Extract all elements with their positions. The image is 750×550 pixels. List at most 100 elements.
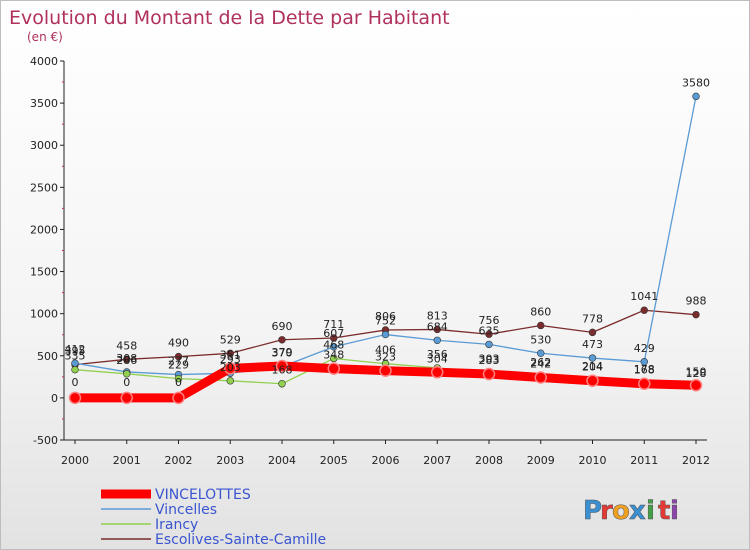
data-label: 335 <box>65 350 86 363</box>
data-point <box>482 367 496 381</box>
data-point <box>330 343 338 351</box>
data-label: 168 <box>634 364 655 377</box>
data-point <box>174 374 183 383</box>
data-label: 277 <box>168 355 189 368</box>
chart-title: Evolution du Montant de la Dette par Hab… <box>9 7 450 29</box>
data-label: 690 <box>272 320 293 333</box>
data-point <box>226 377 234 385</box>
data-label: 778 <box>582 312 603 325</box>
data-label: 356 <box>427 348 448 361</box>
axes: -500050010001500200025003000350040002000… <box>30 55 710 467</box>
x-tick-label: 2001 <box>113 454 141 467</box>
legend-label: Irancy <box>155 517 198 533</box>
x-tick-label: 2000 <box>61 454 89 467</box>
data-point <box>278 336 286 344</box>
legend-label: Vincelles <box>155 502 217 518</box>
data-label: 304 <box>427 352 448 365</box>
data-label: 323 <box>375 351 396 364</box>
data-point <box>689 379 703 392</box>
data-label: 406 <box>375 344 396 357</box>
data-label: 752 <box>375 315 396 328</box>
data-label: 1041 <box>630 290 658 303</box>
y-tick-label: 3500 <box>30 97 58 110</box>
data-point <box>433 336 441 344</box>
data-label: 351 <box>220 348 241 361</box>
data-label: 0 <box>175 376 182 389</box>
data-point <box>68 391 82 405</box>
legend: VINCELOTTESVincellesIrancyEscolives-Sain… <box>101 487 326 548</box>
data-label: 370 <box>272 347 293 360</box>
data-label: 529 <box>220 333 241 346</box>
data-label: 711 <box>323 318 344 331</box>
data-label: 684 <box>427 320 448 333</box>
proxiti-logo: Pr o x i t i <box>583 496 679 527</box>
x-tick-label: 2008 <box>475 454 503 467</box>
data-label: 286 <box>116 354 137 367</box>
x-tick-label: 2002 <box>165 454 193 467</box>
data-label: 283 <box>479 354 500 367</box>
data-label: 806 <box>375 310 396 323</box>
data-label: 308 <box>116 352 137 365</box>
series-vincelles <box>71 92 700 379</box>
logo-letter: t <box>658 496 670 526</box>
data-label: 473 <box>582 338 603 351</box>
y-tick-label: 2500 <box>30 181 58 194</box>
y-tick-label: -500 <box>33 434 58 447</box>
data-point <box>123 355 131 364</box>
legend-item: Vincelles <box>101 502 217 518</box>
legend-label: VINCELOTTES <box>155 487 251 503</box>
data-label: 530 <box>530 333 551 346</box>
legend-item: Escolives-Sainte-Camille <box>101 532 326 548</box>
y-tick-label: 500 <box>37 350 58 363</box>
logo-letter: o <box>612 496 630 526</box>
data-point <box>123 370 131 378</box>
y-tick-label: 1500 <box>30 266 58 279</box>
chart-subtitle: (en €) <box>27 30 63 44</box>
data-label: 756 <box>479 314 500 327</box>
data-point <box>433 325 441 334</box>
data-label: 490 <box>168 337 189 350</box>
data-point <box>586 374 599 387</box>
data-label: 3580 <box>682 76 710 89</box>
y-tick-label: 1000 <box>30 308 58 321</box>
data-point <box>431 366 444 379</box>
data-label: 0 <box>72 376 79 389</box>
data-point <box>381 330 390 339</box>
data-point <box>172 391 185 405</box>
data-label: 203 <box>220 361 241 374</box>
x-tick-label: 2012 <box>682 454 710 467</box>
data-point <box>485 330 493 338</box>
data-point <box>330 354 338 363</box>
legend-label: Escolives-Sainte-Camille <box>155 532 326 548</box>
data-point <box>534 371 547 384</box>
data-label: 813 <box>427 309 448 322</box>
data-point <box>327 362 340 375</box>
x-tick-label: 2003 <box>216 454 244 467</box>
data-point <box>120 391 133 405</box>
data-point <box>275 359 289 373</box>
data-point <box>537 349 545 357</box>
data-label: 0 <box>123 376 130 389</box>
data-point <box>638 377 651 390</box>
data-label: 178 <box>634 363 655 376</box>
series-vincelottes <box>68 359 703 405</box>
data-label: 293 <box>220 353 241 366</box>
data-point <box>224 362 237 375</box>
data-label: 379 <box>272 346 293 359</box>
data-point <box>692 310 700 319</box>
data-label: 607 <box>323 327 344 340</box>
data-point <box>71 365 79 374</box>
data-point <box>330 334 338 342</box>
x-tick-label: 2005 <box>320 454 348 467</box>
data-label: 458 <box>116 339 137 352</box>
y-tick-label: 0 <box>51 392 58 405</box>
y-tick-label: 4000 <box>30 55 58 68</box>
data-point <box>226 349 234 358</box>
data-label: 429 <box>634 342 655 355</box>
data-point <box>640 306 648 314</box>
data-labels: 395 458 490 529 690 711 806 813 756 860 778 1041 988… <box>65 76 711 389</box>
x-tick-label: 2006 <box>372 454 400 467</box>
logo-letter: r <box>600 496 613 526</box>
legend-item: Irancy <box>101 517 198 533</box>
